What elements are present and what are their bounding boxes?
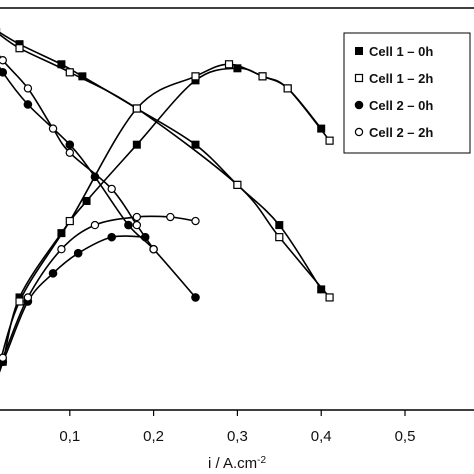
series-markers xyxy=(0,28,334,367)
series-1-power-point xyxy=(57,229,66,238)
series-2-power-point xyxy=(191,72,200,81)
series-1-polarization-point xyxy=(275,221,284,230)
series-2-polarization-point xyxy=(325,293,334,302)
legend-label-1: Cell 1 – 0h xyxy=(369,44,433,59)
x-axis-label: i / A.cm-2 xyxy=(208,455,267,473)
x-tick-label: 0,2 xyxy=(143,428,164,445)
series-1-polarization-point xyxy=(57,60,66,69)
x-axis-ticks: 0,1 0,2 0,3 0,4 0,5 xyxy=(59,410,415,445)
series-4-polarization-point xyxy=(23,84,33,93)
series-2-polarization-point xyxy=(15,44,24,53)
series-4-power-point xyxy=(191,216,200,226)
series-3-power-point xyxy=(73,248,83,258)
x-tick-label: 0,3 xyxy=(227,428,248,445)
series-2-polarization-point xyxy=(233,180,242,189)
series-3-power-point xyxy=(48,269,58,278)
series-2-polarization-point xyxy=(275,233,284,242)
x-axis-label-main: i / A.cm xyxy=(208,455,257,472)
series-1-power-point xyxy=(317,124,326,133)
x-tick-label: 0,4 xyxy=(311,428,332,445)
legend-label-2: Cell 1 – 2h xyxy=(369,71,433,86)
series-2-power-point xyxy=(283,84,292,93)
series-4-power-point xyxy=(23,293,33,302)
series-1-power-point xyxy=(132,140,141,149)
legend-marker-3 xyxy=(354,100,364,110)
series-4-polarization-point xyxy=(107,184,116,194)
x-tick-label: 0,1 xyxy=(59,428,80,445)
series-3-polarization-point xyxy=(23,100,33,109)
series-3-polarization-point xyxy=(90,172,100,182)
series-1-power-point xyxy=(233,64,242,73)
series-2-power-line xyxy=(0,63,331,366)
series-3-power-point xyxy=(107,232,116,242)
legend-marker-4 xyxy=(354,127,364,137)
series-4-power-point xyxy=(57,244,66,254)
series-2-power-point xyxy=(325,136,334,145)
series-3-power-line xyxy=(0,235,146,370)
series-4-polarization-point xyxy=(0,56,7,65)
series-2-power-point xyxy=(65,216,74,226)
series-lines xyxy=(0,31,331,373)
series-4-power-point xyxy=(166,212,175,222)
series-4-polarization-point xyxy=(48,124,58,133)
series-4-power-point xyxy=(132,212,142,222)
legend-label-3: Cell 2 – 0h xyxy=(369,98,433,113)
series-4-polarization-point xyxy=(149,244,158,254)
series-2-power-point xyxy=(258,72,267,81)
series-4-power-point xyxy=(0,353,7,362)
series-1-polarization-line xyxy=(0,31,322,290)
series-3-polarization-point xyxy=(124,220,133,230)
series-2-power-point xyxy=(132,104,141,113)
x-tick-label: 0,5 xyxy=(395,428,416,445)
series-2-polarization-point xyxy=(65,68,74,77)
legend-marker-1 xyxy=(355,47,363,55)
series-2-power-point xyxy=(224,60,234,69)
x-axis-label-sup: -2 xyxy=(257,455,266,466)
series-2-polarization-line xyxy=(0,33,331,298)
series-1-polarization-point xyxy=(78,72,87,81)
series-4-polarization-point xyxy=(132,220,142,230)
legend-label-4: Cell 2 – 2h xyxy=(369,125,433,140)
series-3-polarization-point xyxy=(0,68,8,77)
series-3-polarization-point xyxy=(65,140,75,149)
legend-box xyxy=(343,32,471,154)
legend-marker-2 xyxy=(354,73,364,83)
series-3-power-point xyxy=(140,232,150,242)
series-2-power-point xyxy=(15,297,24,306)
series-1-polarization-point xyxy=(317,285,326,294)
series-1-polarization-point xyxy=(191,140,200,149)
series-4-polarization-point xyxy=(65,148,75,157)
series-3-polarization-point xyxy=(191,293,200,302)
series-1-power-point xyxy=(82,196,91,205)
legend: Cell 1 – 0h Cell 1 – 2h Cell 2 – 0h Cell 2 … xyxy=(343,32,471,154)
series-4-power-point xyxy=(90,220,100,230)
